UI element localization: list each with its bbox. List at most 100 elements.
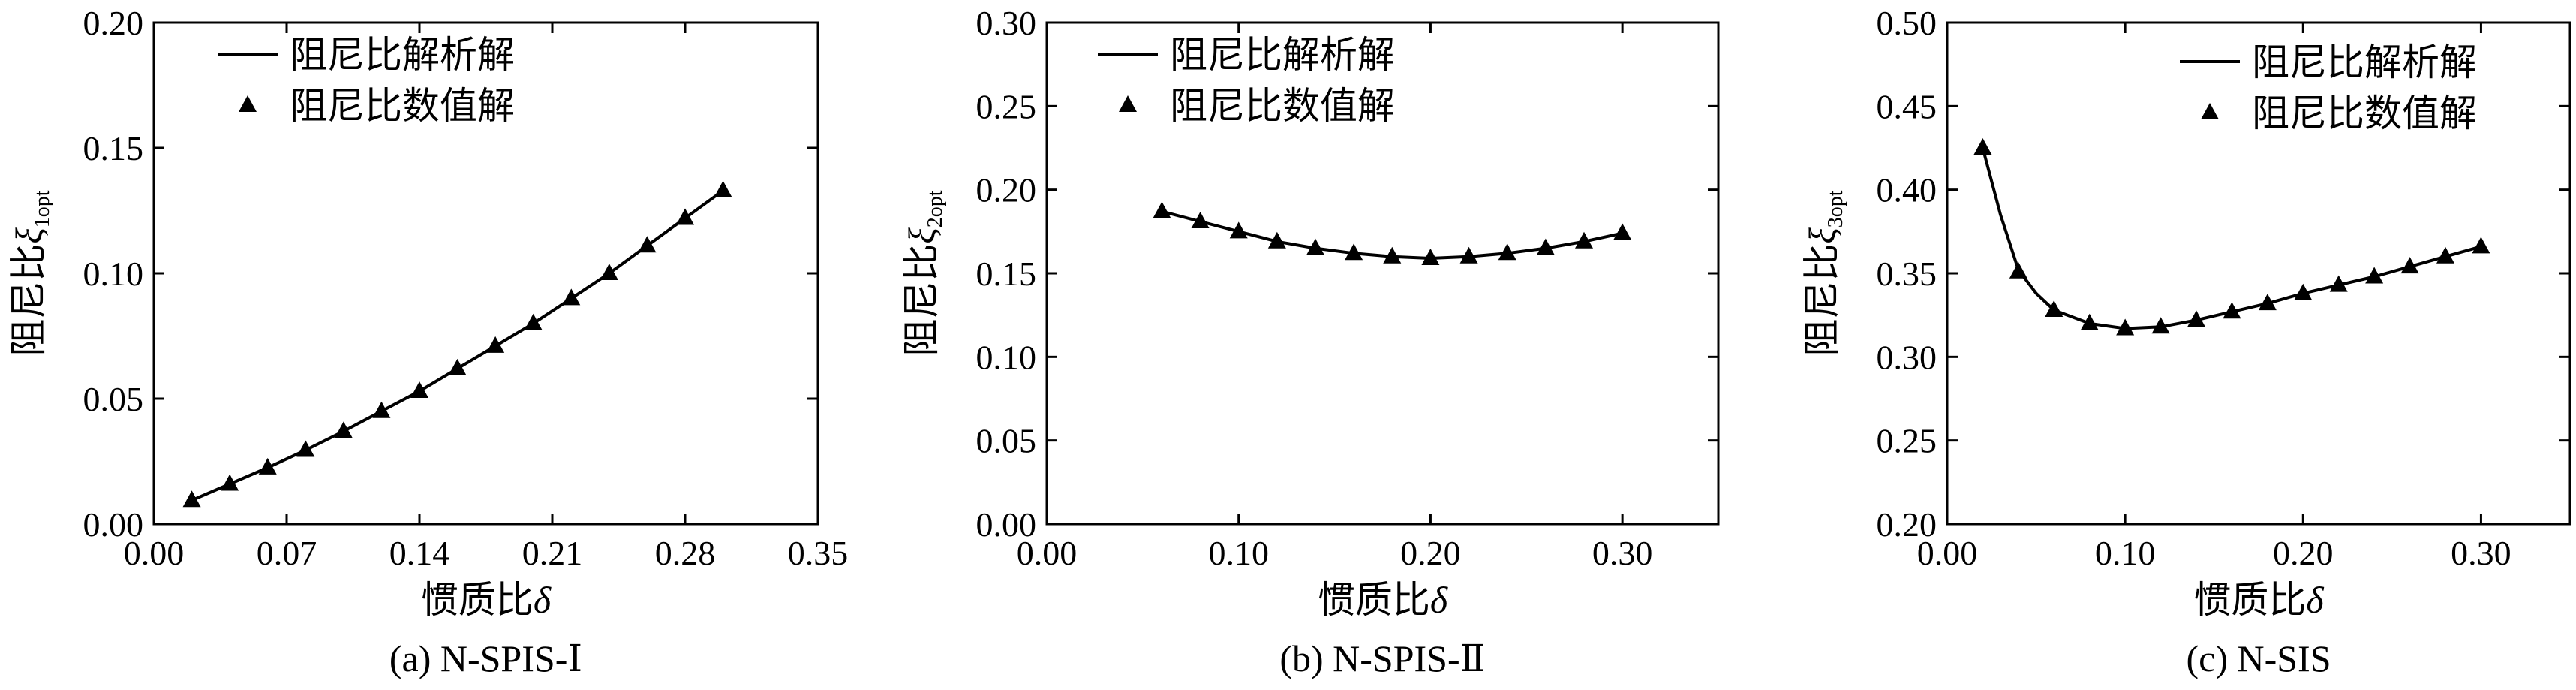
legend-label-analytic: 阻尼比解析解: [2252, 41, 2477, 84]
x-tick-label: 0.30: [2451, 534, 2511, 572]
data-point-numeric: [714, 180, 732, 197]
y-tick-label: 0.05: [976, 422, 1037, 460]
y-tick-label: 0.20: [1877, 505, 1937, 544]
y-tick-label: 0.25: [1877, 422, 1937, 460]
data-point-numeric: [1383, 246, 1402, 264]
y-tick-label: 0.45: [1877, 87, 1937, 125]
data-point-numeric: [2436, 246, 2454, 264]
x-tick-label: 0.20: [2273, 534, 2334, 572]
x-axis-title: 惯质比δ: [421, 578, 552, 622]
data-point-numeric: [600, 264, 618, 280]
data-point-numeric: [1973, 138, 1992, 155]
x-tick-label: 0.00: [124, 534, 185, 572]
legend-label-analytic: 阻尼比解析解: [290, 33, 515, 77]
data-point-numeric: [486, 336, 505, 353]
data-point-numeric: [676, 208, 694, 225]
data-point-numeric: [2116, 318, 2135, 336]
data-point-numeric: [2187, 310, 2205, 327]
data-point-numeric: [1191, 211, 1210, 228]
data-point-numeric: [296, 440, 315, 457]
x-tick-label: 0.10: [1208, 534, 1269, 572]
y-tick-label: 0.50: [1877, 4, 1937, 42]
legend-label-analytic: 阻尼比解析解: [1170, 33, 1395, 77]
legend-label-numeric: 阻尼比数值解: [1170, 84, 1395, 128]
panel-caption: (b) N-SPIS-Ⅱ: [1279, 637, 1485, 679]
x-tick-label: 0.00: [1017, 534, 1078, 572]
data-point-numeric: [1575, 231, 1593, 249]
data-point-numeric: [448, 358, 467, 375]
y-tick-label: 0.00: [976, 505, 1037, 544]
data-point-numeric: [2472, 237, 2490, 254]
legend-label-numeric: 阻尼比数值解: [2252, 92, 2477, 135]
data-point-numeric: [524, 313, 543, 330]
legend-triangle-swatch: [239, 95, 257, 112]
y-axis-title: 阻尼比ξ3opt: [1800, 190, 1847, 356]
data-point-numeric: [638, 236, 657, 253]
data-point-numeric: [2329, 275, 2348, 292]
x-tick-label: 0.35: [788, 534, 849, 572]
data-point-numeric: [221, 474, 239, 491]
data-point-numeric: [1459, 246, 1478, 264]
data-point-numeric: [1345, 243, 1363, 261]
y-tick-label: 0.20: [83, 4, 144, 42]
data-point-numeric: [410, 381, 428, 398]
y-tick-label: 0.30: [976, 4, 1037, 42]
y-axis-title: 阻尼比ξ1opt: [7, 190, 54, 356]
y-tick-label: 0.25: [976, 87, 1037, 125]
data-point-numeric: [1229, 221, 1248, 239]
y-tick-label: 0.35: [1877, 255, 1937, 293]
data-point-numeric: [182, 490, 201, 508]
data-point-numeric: [372, 401, 391, 418]
data-point-numeric: [258, 457, 277, 475]
series-line-analytic: [191, 189, 724, 502]
data-point-numeric: [2223, 302, 2241, 319]
y-tick-label: 0.10: [83, 255, 144, 293]
y-tick-label: 0.30: [1877, 338, 1937, 376]
y-tick-label: 0.20: [976, 171, 1037, 209]
data-point-numeric: [2045, 300, 2064, 317]
y-tick-label: 0.00: [83, 505, 144, 544]
panel-caption: (a) N-SPIS-Ⅰ: [389, 637, 582, 679]
data-point-numeric: [1267, 231, 1286, 249]
y-tick-label: 0.15: [976, 255, 1037, 293]
x-axis-title: 惯质比δ: [2193, 578, 2324, 622]
chart-panel-1: 0.00 0.07 0.14 0.21 0.28 0.35 0.00 0.05 0.10 0.15…: [7, 4, 848, 679]
data-point-numeric: [1421, 248, 1440, 265]
data-point-numeric: [1536, 238, 1555, 255]
data-point-numeric: [2080, 313, 2099, 330]
x-tick-label: 0.20: [1400, 534, 1461, 572]
x-tick-label: 0.30: [1592, 534, 1653, 572]
data-point-numeric: [334, 421, 353, 438]
data-point-numeric: [2009, 261, 2027, 279]
data-point-numeric: [2294, 283, 2313, 300]
x-axis-title: 惯质比δ: [1318, 578, 1448, 622]
data-point-numeric: [1613, 223, 1632, 240]
x-tick-label: 0.00: [1917, 534, 1978, 572]
y-tick-label: 0.05: [83, 380, 144, 418]
x-tick-label: 0.21: [522, 534, 583, 572]
y-axis-title: 阻尼比ξ2opt: [900, 190, 947, 356]
data-point-numeric: [2400, 257, 2419, 274]
data-point-numeric: [2151, 317, 2170, 334]
x-tick-label: 0.14: [389, 534, 450, 572]
x-tick-label: 0.10: [2095, 534, 2156, 572]
legend-triangle-swatch: [2201, 103, 2219, 119]
data-point-numeric: [1306, 238, 1324, 255]
data-point-numeric: [562, 288, 581, 306]
chart-panel-2: 0.00 0.10 0.20 0.30 0.00 0.05 0.10 0.15 0.20 0.25…: [900, 4, 1720, 679]
data-point-numeric: [1153, 201, 1171, 218]
legend-triangle-swatch: [1119, 95, 1137, 112]
series-line-analytic: [1981, 147, 2481, 330]
y-tick-label: 0.15: [83, 129, 144, 167]
legend-label-numeric: 阻尼比数值解: [290, 84, 515, 128]
panel-caption: (c) N-SIS: [2186, 637, 2331, 679]
data-point-numeric: [2258, 294, 2277, 311]
y-tick-label: 0.10: [976, 338, 1037, 376]
x-tick-label: 0.07: [257, 534, 317, 572]
data-point-numeric: [2365, 267, 2384, 284]
data-point-numeric: [1498, 243, 1516, 261]
